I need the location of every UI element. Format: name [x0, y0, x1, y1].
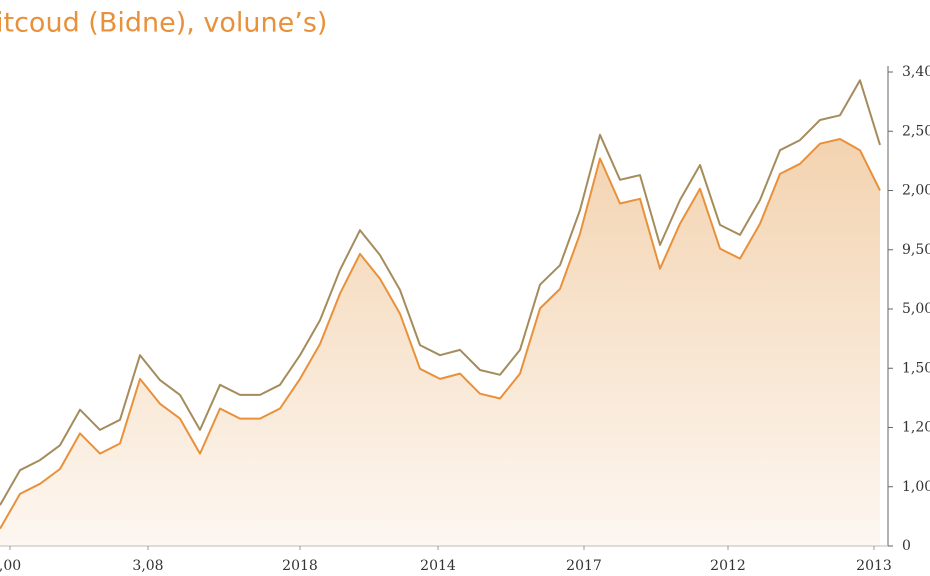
y-tick-label: 5,00	[902, 301, 930, 317]
y-tick-label: 9,50	[902, 242, 930, 258]
x-tick-label: 3,08	[132, 558, 163, 574]
x-tick-label: ,00	[0, 558, 21, 574]
x-tick-label: 2017	[566, 558, 602, 574]
chart-title: itcoud (Bidne), volune’s)	[0, 8, 327, 39]
y-tick-label: 0	[902, 538, 911, 554]
y-tick-label: 2,00	[902, 183, 930, 199]
y-tick-label: 1,20	[902, 420, 930, 436]
area	[0, 139, 880, 546]
line	[0, 79, 881, 506]
line	[0, 138, 881, 530]
x-tick-label: 2013	[856, 558, 892, 574]
y-tick-label: 3,40	[902, 64, 930, 80]
x-tick-label: 2014	[420, 558, 456, 574]
x-tick-label: 2018	[282, 558, 318, 574]
y-tick-label: 1,50	[902, 360, 930, 376]
y-tick-label: 2,50	[902, 123, 930, 139]
y-tick-label: 1,00	[902, 479, 930, 495]
x-tick-label: 2012	[710, 558, 746, 574]
